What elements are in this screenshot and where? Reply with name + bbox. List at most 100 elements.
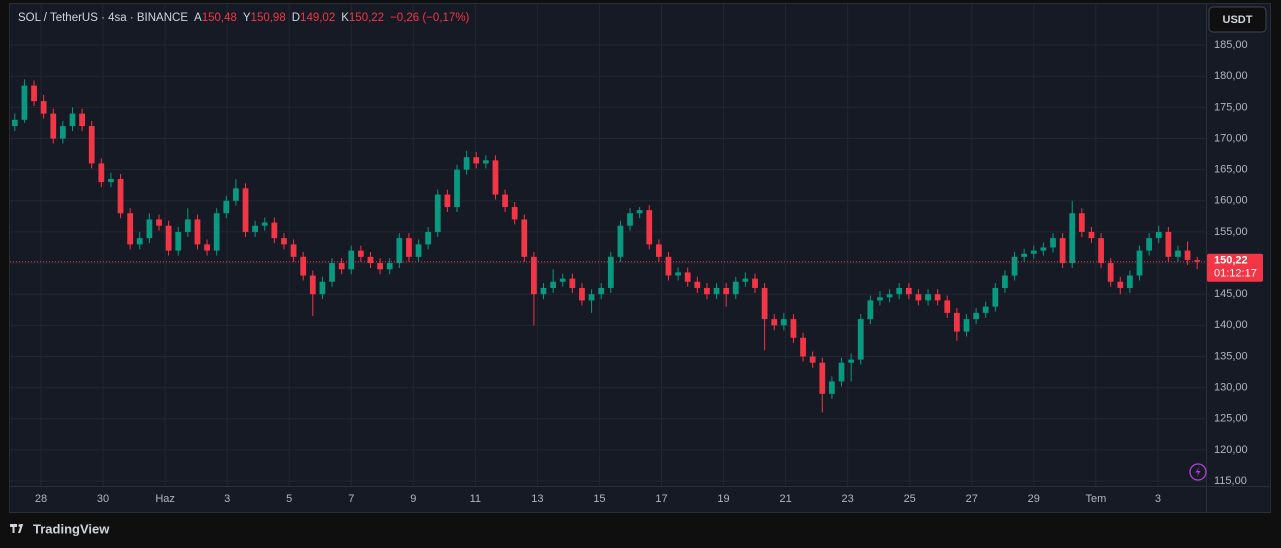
candle-body bbox=[1040, 247, 1047, 251]
candle-body bbox=[1002, 275, 1008, 288]
x-tick-label: 21 bbox=[779, 493, 791, 505]
lightning-icon[interactable] bbox=[1189, 463, 1207, 481]
x-tick-label: 5 bbox=[286, 493, 292, 505]
candle-body bbox=[684, 272, 691, 282]
candle-body bbox=[963, 319, 970, 332]
x-tick-label: 19 bbox=[717, 493, 729, 505]
candle-body bbox=[454, 169, 460, 208]
last-price-box bbox=[1207, 253, 1263, 282]
y-tick-label: 125,00 bbox=[1214, 413, 1248, 425]
candle-body bbox=[752, 278, 758, 288]
candle-body bbox=[338, 263, 345, 270]
candle-body bbox=[579, 287, 585, 301]
y-tick-label: 130,00 bbox=[1214, 382, 1248, 394]
candle-body bbox=[329, 263, 335, 282]
candle-body bbox=[675, 272, 681, 276]
candle-body bbox=[59, 126, 66, 139]
x-tick-label: 28 bbox=[35, 493, 47, 505]
candle-body bbox=[694, 281, 701, 288]
x-tick-label: 3 bbox=[1155, 493, 1161, 505]
candle-body bbox=[367, 256, 374, 264]
candle-body bbox=[1146, 238, 1153, 251]
change: −0,26 (−0,17%) bbox=[390, 12, 469, 24]
candle-body bbox=[204, 244, 210, 251]
x-tick-label: Tem bbox=[1085, 493, 1106, 505]
candle-body bbox=[271, 222, 278, 239]
candle-body bbox=[242, 188, 249, 232]
candle-body bbox=[905, 287, 912, 295]
candle-body bbox=[982, 306, 989, 313]
candle-body bbox=[857, 319, 864, 360]
y-tick-label: 155,00 bbox=[1214, 226, 1248, 238]
candle-body bbox=[1117, 281, 1124, 288]
candle-body bbox=[165, 225, 172, 251]
candle-body bbox=[136, 238, 143, 245]
candle-body bbox=[704, 287, 710, 295]
candle-body bbox=[79, 113, 85, 127]
branding: TradingView bbox=[33, 521, 110, 536]
logo bbox=[10, 524, 24, 533]
candle-body bbox=[953, 312, 960, 332]
candle-body bbox=[809, 356, 816, 363]
candle-body bbox=[1127, 275, 1133, 288]
ohlc-value: 149,02 bbox=[300, 12, 335, 24]
candle-body bbox=[723, 287, 730, 295]
candle-body bbox=[848, 359, 855, 363]
candle-body bbox=[348, 250, 355, 270]
candle-body bbox=[973, 312, 979, 320]
y-tick-label: 135,00 bbox=[1214, 350, 1248, 362]
candle-body bbox=[771, 319, 778, 326]
candle-body bbox=[925, 294, 931, 301]
candle-body bbox=[146, 219, 153, 239]
candle-body bbox=[377, 263, 383, 270]
candle-body bbox=[886, 294, 893, 298]
ohlc-value: 150,48 bbox=[202, 12, 237, 24]
ohlc-value: 150,98 bbox=[251, 12, 286, 24]
last-price-label: 150,22 bbox=[1214, 255, 1248, 267]
candle-body bbox=[646, 210, 653, 245]
candle-body bbox=[1078, 213, 1085, 232]
candle-body bbox=[761, 287, 768, 320]
y-tick-label: 140,00 bbox=[1214, 319, 1248, 331]
candle-body bbox=[31, 85, 37, 102]
x-tick-label: 15 bbox=[593, 493, 605, 505]
candle-body bbox=[665, 256, 672, 276]
candle-body bbox=[463, 157, 470, 170]
candle-body bbox=[492, 160, 499, 195]
candle-body bbox=[829, 381, 835, 394]
x-tick-label: 23 bbox=[842, 493, 854, 505]
candle-body bbox=[502, 194, 508, 208]
x-tick-label: 27 bbox=[966, 493, 978, 505]
candle-body bbox=[934, 294, 941, 301]
candle-body bbox=[1088, 231, 1095, 239]
candle-body bbox=[569, 278, 576, 288]
x-tick-label: 25 bbox=[904, 493, 916, 505]
x-tick-label: 17 bbox=[655, 493, 667, 505]
currency-label[interactable]: USDT bbox=[1223, 14, 1253, 26]
candle-body bbox=[1107, 263, 1114, 282]
candle-body bbox=[1184, 250, 1191, 260]
candle-body bbox=[21, 85, 28, 120]
candle-body bbox=[319, 281, 326, 295]
candle-body bbox=[607, 256, 614, 288]
candle-body bbox=[69, 113, 76, 127]
candle-body bbox=[309, 275, 316, 295]
candle-body bbox=[790, 319, 797, 338]
candle-body bbox=[1059, 238, 1066, 264]
currency-button[interactable] bbox=[1208, 6, 1267, 33]
ohlc-key: Y bbox=[243, 12, 251, 24]
candle-body bbox=[896, 287, 903, 295]
candle-body bbox=[1165, 231, 1172, 257]
candle-body bbox=[98, 163, 105, 183]
x-tick-label: 9 bbox=[410, 493, 416, 505]
candle-body bbox=[559, 278, 566, 282]
ohlc-key: K bbox=[341, 12, 349, 24]
candle-body bbox=[444, 194, 451, 208]
candle-body bbox=[1136, 250, 1143, 276]
candle-body bbox=[732, 281, 739, 295]
candle-body bbox=[1098, 238, 1104, 264]
candle-body bbox=[800, 337, 806, 357]
candle-body bbox=[819, 362, 826, 394]
candle-body bbox=[915, 294, 922, 301]
candle-body bbox=[1175, 250, 1181, 257]
